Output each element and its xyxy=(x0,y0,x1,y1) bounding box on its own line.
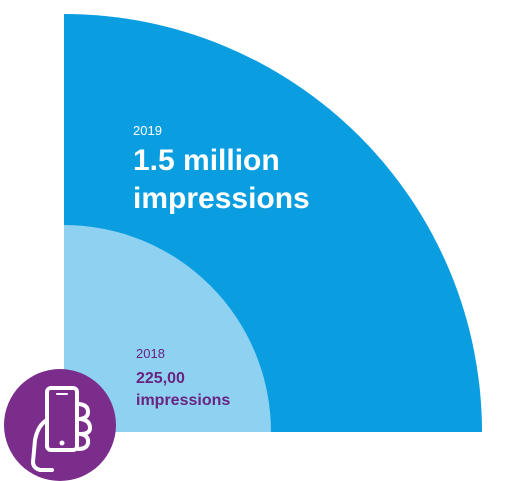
value-label-2018-line2: impressions xyxy=(136,392,230,409)
value-label-2018-line1: 225,00 xyxy=(136,370,185,387)
year-label-2018: 2018 xyxy=(136,346,165,361)
year-label-2019: 2019 xyxy=(133,123,162,138)
value-label-2019-line2: impressions xyxy=(133,182,310,215)
value-label-2019-line1: 1.5 million xyxy=(133,144,280,177)
smartphone-hand-icon xyxy=(4,369,116,481)
